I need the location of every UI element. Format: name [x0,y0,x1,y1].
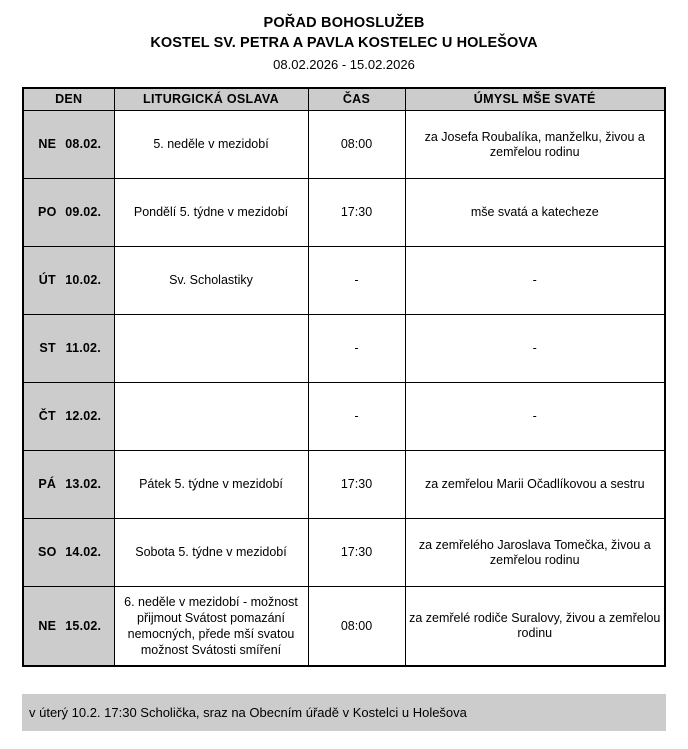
cell-umysl: za Josefa Roubalíka, manželku, živou a z… [404,110,666,179]
cell-liturgicka-oslava: Pátek 5. týdne v mezidobí [113,450,309,519]
cell-cas: - [307,314,406,383]
cell-liturgicka-oslava: Pondělí 5. týdne v mezidobí [113,178,309,247]
table-header: DEN LITURGICKÁ OSLAVA ČAS ÚMYSL MŠE SVAT… [22,87,666,111]
table-row: SO 14.02. Sobota 5. týdne v mezidobí 17:3… [22,518,666,587]
cell-cas: 17:30 [307,450,406,519]
cell-day-date: 12.02. [65,409,102,423]
cell-day-abbrev: ČT [38,409,56,423]
table-row: ČT 12.02. - - [22,382,666,451]
cell-day: ČT 12.02. [22,382,115,451]
cell-cas: 17:30 [307,178,406,247]
cell-liturgicka-oslava: 6. neděle v mezidobí - možnost přijmout … [113,586,309,667]
cell-day-date: 15.02. [65,618,102,633]
cell-day-abbrev: ST [39,341,56,355]
cell-umysl: - [404,246,666,315]
cell-day-abbrev: PÁ [38,477,57,491]
cell-liturgicka-oslava-text: 6. neděle v mezidobí - možnost přijmout … [124,595,298,657]
cell-day: NE 15.02. [22,586,115,667]
table-row: ST 11.02. - - [22,314,666,383]
table-row: NE 08.02. 5. neděle v mezidobí 08:00 za J… [22,110,666,179]
column-header-umysl: ÚMYSL MŠE SVATÉ [404,87,666,111]
table-header-row: DEN LITURGICKÁ OSLAVA ČAS ÚMYSL MŠE SVAT… [22,87,666,111]
cell-cas: 17:30 [307,518,406,587]
document-title-line-1: POŘAD BOHOSLUŽEB [263,15,425,31]
table-row: PÁ 13.02. Pátek 5. týdne v mezidobí 17:30… [22,450,666,519]
cell-day: ÚT 10.02. [22,246,115,315]
cell-umysl: mše svatá a katecheze [404,178,666,247]
cell-liturgicka-oslava: Sobota 5. týdne v mezidobí [113,518,309,587]
schedule-table: DEN LITURGICKÁ OSLAVA ČAS ÚMYSL MŠE SVAT… [22,87,666,667]
schedule-table-container: DEN LITURGICKÁ OSLAVA ČAS ÚMYSL MŠE SVAT… [22,87,666,667]
cell-umysl: za zemřelé rodiče Suralovy, živou a zemř… [404,586,666,667]
cell-umysl: - [404,314,666,383]
cell-liturgicka-oslava [113,314,309,383]
cell-text-clip: 6. neděle v mezidobí - možnost přijmout … [115,587,307,665]
cell-umysl: - [404,382,666,451]
document-date-range: 08.02.2026 - 15.02.2026 [273,57,415,72]
cell-day: NE 08.02. [22,110,115,179]
cell-liturgicka-oslava: Sv. Scholastiky [113,246,309,315]
table-body: NE 08.02. 5. neděle v mezidobí 08:00 za J… [22,110,666,667]
table-row: NE 15.02. 6. neděle v mezidobí - možnost … [22,586,666,667]
cell-cas: - [307,246,406,315]
cell-umysl: za zemřelou Marii Očadlíkovou a sestru [404,450,666,519]
document-title-line-2: KOSTEL SV. PETRA A PAVLA KOSTELEC U HOLE… [150,35,538,51]
column-header-liturgicka-oslava: LITURGICKÁ OSLAVA [113,87,309,111]
column-header-cas: ČAS [307,87,406,111]
cell-liturgicka-oslava [113,382,309,451]
cell-day-abbrev: ÚT [38,273,56,287]
document-header: POŘAD BOHOSLUŽEB KOSTEL SV. PETRA A PAVL… [0,0,688,74]
cell-day: ST 11.02. [22,314,115,383]
cell-day: SO 14.02. [22,518,115,587]
cell-day: PÁ 13.02. [22,450,115,519]
cell-liturgicka-oslava: 5. neděle v mezidobí [113,110,309,179]
cell-day-abbrev: NE [38,137,57,151]
table-row: PO 09.02. Pondělí 5. týdne v mezidobí 17:… [22,178,666,247]
cell-cas: 08:00 [307,110,406,179]
cell-day-date: 08.02. [65,137,102,151]
cell-cas: - [307,382,406,451]
cell-day: PO 09.02. [22,178,115,247]
column-header-den: DEN [22,87,115,111]
cell-day-date: 13.02. [65,477,102,491]
cell-day-date: 14.02. [65,545,102,559]
footer-note-text: v úterý 10.2. 17:30 Scholička, sraz na O… [29,704,467,720]
cell-cas: 08:00 [307,586,406,667]
cell-day-abbrev: NE [38,618,57,633]
cell-day-abbrev: SO [38,545,57,559]
cell-day-date: 10.02. [65,273,102,287]
table-row: ÚT 10.02. Sv. Scholastiky - - [22,246,666,315]
cell-day-abbrev: PO [38,205,57,219]
cell-day-date: 09.02. [65,205,102,219]
cell-day-date: 11.02. [65,341,101,355]
footer-note: v úterý 10.2. 17:30 Scholička, sraz na O… [22,694,666,731]
cell-umysl: za zemřelého Jaroslava Tomečka, živou a … [404,518,666,587]
